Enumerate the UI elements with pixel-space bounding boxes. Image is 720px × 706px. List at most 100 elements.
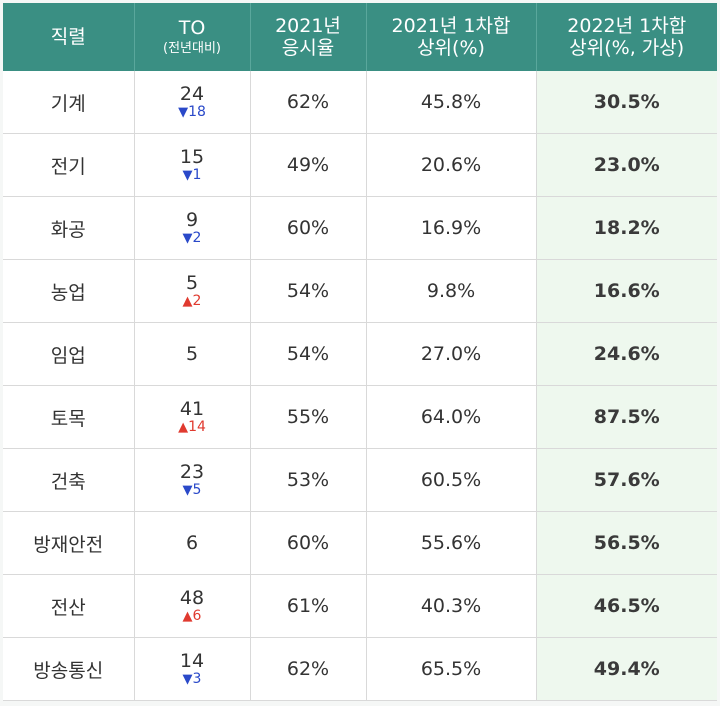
table-row: 농업 5 ▲2 54% 9.8% 16.6% [3, 259, 717, 323]
header-job-series-label: 직렬 [50, 26, 86, 48]
top-2021-cell: 65.5% [366, 637, 537, 701]
triangle-up-icon: ▲ [182, 293, 193, 309]
to-cell: 24 ▼18 [134, 71, 251, 134]
header-2021-rate-line2: 응시율 [281, 37, 335, 59]
top-2021-cell: 40.3% [366, 574, 537, 638]
to-value: 23 [179, 460, 205, 483]
header-2022-top-line1: 2022년 1차합 [567, 15, 687, 37]
header-job-series: 직렬 [3, 3, 135, 71]
exam-rate-cell: 49% [250, 133, 367, 197]
table-row: 화공 9 ▼2 60% 16.9% 18.2% [3, 196, 717, 260]
to-value: 5 [185, 343, 199, 365]
job-series-cell: 농업 [3, 259, 135, 323]
top-2021-cell: 16.9% [366, 196, 537, 260]
table-body: 기계 24 ▼18 62% 45.8% 30.5% 전기 15 ▼1 49% 20.6% 23.0% 화… [3, 71, 717, 701]
to-cell: 15 ▼1 [134, 133, 251, 197]
header-to: TO (전년대비) [134, 3, 251, 71]
to-change: ▼18 [135, 104, 250, 121]
exam-rate-cell: 54% [250, 259, 367, 323]
to-value: 48 [179, 586, 205, 609]
top-2021-cell: 60.5% [366, 448, 537, 512]
to-cell: 14 ▼3 [134, 637, 251, 701]
table-row: 전기 15 ▼1 49% 20.6% 23.0% [3, 133, 717, 197]
to-change-value: 3 [192, 670, 202, 687]
header-row: 직렬 TO (전년대비) 2021년 응시율 2021년 1차합 상위(%) 2… [3, 3, 717, 71]
triangle-down-icon: ▼ [182, 482, 193, 498]
header-to-label: TO [178, 17, 206, 39]
to-change-value: 2 [192, 229, 202, 246]
exam-rate-cell: 55% [250, 385, 367, 449]
to-change-value: 5 [192, 481, 202, 498]
exam-rate-cell: 62% [250, 637, 367, 701]
top-2022-cell: 30.5% [536, 71, 717, 134]
triangle-down-icon: ▼ [182, 167, 193, 183]
to-change-value: 14 [188, 418, 206, 435]
table-row: 전산 48 ▲6 61% 40.3% 46.5% [3, 574, 717, 638]
to-change: ▼5 [135, 482, 250, 499]
to-cell: 41 ▲14 [134, 385, 251, 449]
exam-rate-cell: 62% [250, 71, 367, 134]
to-change: ▲6 [135, 608, 250, 625]
top-2022-cell: 24.6% [536, 322, 717, 386]
top-2022-cell: 57.6% [536, 448, 717, 512]
job-series-cell: 전기 [3, 133, 135, 197]
to-value: 9 [185, 208, 199, 231]
top-2022-cell: 16.6% [536, 259, 717, 323]
to-change: ▲14 [135, 419, 250, 436]
top-2022-cell: 23.0% [536, 133, 717, 197]
job-series-cell: 전산 [3, 574, 135, 638]
job-series-cell: 임업 [3, 322, 135, 386]
exam-rate-cell: 54% [250, 322, 367, 386]
to-cell: 23 ▼5 [134, 448, 251, 512]
top-2021-cell: 64.0% [366, 385, 537, 449]
triangle-down-icon: ▼ [182, 671, 193, 687]
job-series-cell: 화공 [3, 196, 135, 260]
header-2021-top: 2021년 1차합 상위(%) [366, 3, 537, 71]
to-value: 15 [179, 145, 205, 168]
exam-rate-cell: 60% [250, 511, 367, 575]
to-cell: 6 [134, 511, 251, 575]
to-value: 41 [179, 397, 205, 420]
top-2021-cell: 27.0% [366, 322, 537, 386]
to-change: ▲2 [135, 293, 250, 310]
top-2022-cell: 46.5% [536, 574, 717, 638]
job-series-cell: 방송통신 [3, 637, 135, 701]
table-row: 기계 24 ▼18 62% 45.8% 30.5% [3, 71, 717, 134]
to-value: 14 [179, 649, 205, 672]
top-2022-cell: 49.4% [536, 637, 717, 701]
to-change-value: 18 [188, 103, 206, 120]
exam-rate-cell: 53% [250, 448, 367, 512]
to-change: ▼2 [135, 230, 250, 247]
to-cell: 5 [134, 322, 251, 386]
to-cell: 9 ▼2 [134, 196, 251, 260]
table-row: 방재안전 6 60% 55.6% 56.5% [3, 511, 717, 575]
to-change-value: 6 [192, 607, 202, 624]
triangle-down-icon: ▼ [178, 104, 189, 120]
to-change: ▼3 [135, 671, 250, 688]
to-value: 5 [185, 271, 199, 294]
job-series-cell: 토목 [3, 385, 135, 449]
header-2021-top-line1: 2021년 1차합 [391, 15, 511, 37]
top-2022-cell: 56.5% [536, 511, 717, 575]
triangle-up-icon: ▲ [178, 419, 189, 435]
table-header: 직렬 TO (전년대비) 2021년 응시율 2021년 1차합 상위(%) 2… [3, 3, 717, 71]
header-2022-top: 2022년 1차합 상위(%, 가상) [536, 3, 717, 71]
top-2021-cell: 9.8% [366, 259, 537, 323]
triangle-down-icon: ▼ [182, 230, 193, 246]
header-2021-top-line2: 상위(%) [417, 37, 485, 59]
header-2021-rate: 2021년 응시율 [250, 3, 367, 71]
to-value: 6 [185, 532, 199, 554]
triangle-up-icon: ▲ [182, 608, 193, 624]
table-row: 임업 5 54% 27.0% 24.6% [3, 322, 717, 386]
table-row: 건축 23 ▼5 53% 60.5% 57.6% [3, 448, 717, 512]
top-2021-cell: 55.6% [366, 511, 537, 575]
job-series-cell: 방재안전 [3, 511, 135, 575]
top-2021-cell: 20.6% [366, 133, 537, 197]
to-cell: 48 ▲6 [134, 574, 251, 638]
to-value: 24 [179, 82, 205, 105]
header-2021-rate-line1: 2021년 [275, 15, 341, 37]
top-2022-cell: 18.2% [536, 196, 717, 260]
exam-rate-cell: 61% [250, 574, 367, 638]
to-change: ▼1 [135, 167, 250, 184]
